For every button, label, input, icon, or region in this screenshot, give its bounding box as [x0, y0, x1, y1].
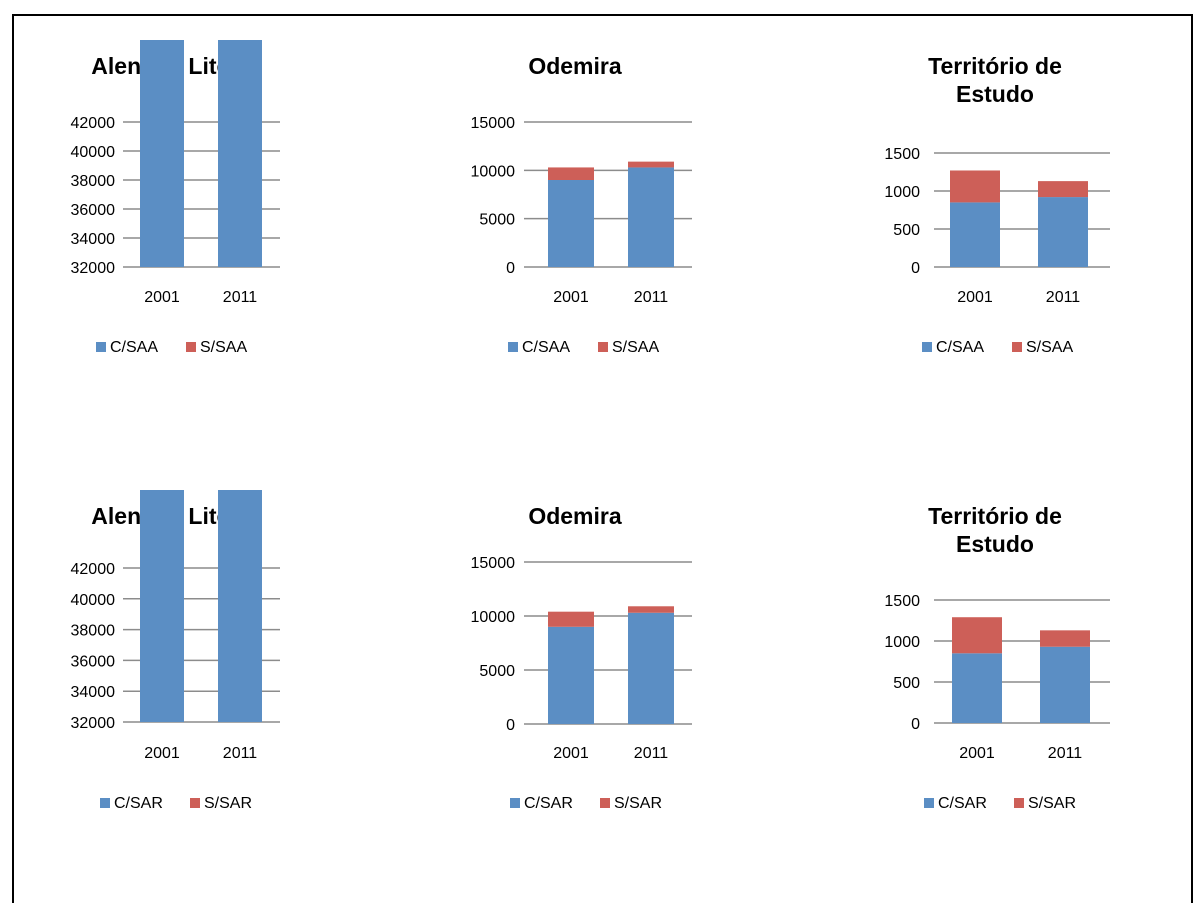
legend-label: C/SAA [522, 339, 570, 356]
stacked-bar-chart-1: Alentejo Litoral420004000038000360003400… [71, 40, 280, 356]
y-tick-label: 36000 [71, 653, 116, 670]
legend-label: C/SAR [114, 795, 163, 812]
y-tick-label: 38000 [71, 623, 116, 640]
x-tick-label: 2011 [1046, 289, 1081, 306]
x-tick-label: 2011 [223, 289, 258, 306]
y-tick-label: 34000 [71, 684, 116, 701]
legend-swatch [922, 342, 932, 352]
legend-label: S/SAA [612, 339, 659, 356]
y-tick-label: 10000 [471, 609, 516, 626]
bar-s-saa-2011 [628, 161, 674, 168]
legend-swatch [924, 798, 934, 808]
bar-c-saa-2011 [218, 40, 262, 267]
legend-label: S/SAA [1026, 339, 1073, 356]
legend-swatch [190, 798, 200, 808]
y-tick-label: 32000 [71, 715, 116, 732]
legend-swatch [510, 798, 520, 808]
legend-label: C/SAR [938, 795, 987, 812]
y-tick-label: 1000 [884, 184, 920, 201]
legend-label: C/SAR [524, 795, 573, 812]
bar-s-saa-2001 [548, 167, 594, 180]
y-tick-label: 5000 [479, 663, 515, 680]
y-tick-label: 0 [506, 260, 515, 277]
y-tick-label: 1500 [884, 146, 920, 163]
y-tick-label: 34000 [71, 231, 116, 248]
y-tick-label: 500 [893, 222, 920, 239]
figure-frame [12, 14, 1193, 903]
y-tick-label: 40000 [71, 144, 116, 161]
y-tick-label: 0 [506, 717, 515, 734]
x-tick-label: 2011 [1048, 745, 1083, 762]
y-tick-label: 42000 [71, 561, 116, 578]
chart-title: Território de Estudo [928, 503, 1062, 557]
bar-c-sar-2001 [952, 653, 1002, 723]
stacked-bar-chart-6: Território de Estudo 1500 1000 500 0 2001 2011 C… [884, 503, 1110, 812]
legend-label: C/SAA [936, 339, 984, 356]
x-tick-label: 2011 [223, 745, 258, 762]
bar-c-saa-2001 [548, 180, 594, 267]
legend-swatch [96, 342, 106, 352]
bar-s-saa-2011 [1038, 181, 1088, 198]
bar-c-sar-2011 [1040, 646, 1090, 723]
legend-swatch [186, 342, 196, 352]
legend-label: C/SAA [110, 339, 158, 356]
bar-c-sar-2011 [218, 490, 262, 722]
bar-c-sar-2011 [628, 612, 674, 724]
x-tick-label: 2001 [553, 745, 589, 762]
y-tick-label: 0 [911, 716, 920, 733]
y-tick-label: 10000 [471, 163, 516, 180]
legend-swatch [508, 342, 518, 352]
chart-title: Território de Estudo [928, 53, 1062, 107]
x-tick-label: 2001 [959, 745, 995, 762]
chart-title: Odemira [528, 53, 622, 79]
y-tick-label: 0 [911, 260, 920, 277]
y-tick-label: 36000 [71, 202, 116, 219]
x-tick-label: 2001 [957, 289, 993, 306]
legend-swatch [100, 798, 110, 808]
stacked-bar-chart-3: Território de Estudo 1500 1000 500 0 2001 2011 C… [884, 53, 1110, 356]
y-tick-label: 1000 [884, 634, 920, 651]
bar-c-sar-2001 [140, 490, 184, 722]
legend-label: S/SAR [204, 795, 252, 812]
y-tick-label: 42000 [71, 115, 116, 132]
legend-swatch [598, 342, 608, 352]
y-tick-label: 15000 [471, 115, 516, 132]
y-tick-label: 1500 [884, 593, 920, 610]
x-tick-label: 2001 [553, 289, 589, 306]
y-tick-label: 32000 [71, 260, 116, 277]
stacked-bar-chart-5: Odemira 15000 10000 5000 0 2001 2011 C/SAR S/SAR [471, 503, 692, 812]
bar-s-sar-2001 [952, 617, 1002, 654]
legend-swatch [1014, 798, 1024, 808]
bar-c-saa-2001 [950, 202, 1000, 267]
legend-label: S/SAR [614, 795, 662, 812]
x-tick-label: 2011 [634, 289, 669, 306]
legend-swatch [1012, 342, 1022, 352]
bar-c-saa-2011 [1038, 197, 1088, 267]
bar-c-sar-2001 [548, 626, 594, 724]
stacked-bar-chart-4: Alentejo Litoral420004000038000360003400… [71, 490, 280, 812]
legend-label: S/SAR [1028, 795, 1076, 812]
y-tick-label: 40000 [71, 592, 116, 609]
x-tick-label: 2001 [144, 289, 180, 306]
bar-s-sar-2011 [1040, 630, 1090, 647]
stacked-bar-chart-2: Odemira 15000 10000 5000 0 2001 2011 C/SAA S/SAA [471, 53, 692, 356]
x-tick-label: 2001 [144, 745, 180, 762]
bar-s-sar-2001 [548, 611, 594, 627]
legend-label: S/SAA [200, 339, 247, 356]
bar-c-saa-2001 [140, 40, 184, 267]
legend-swatch [600, 798, 610, 808]
bar-s-saa-2001 [950, 170, 1000, 203]
bar-s-sar-2011 [628, 606, 674, 613]
bar-c-saa-2011 [628, 167, 674, 267]
y-tick-label: 5000 [479, 212, 515, 229]
x-tick-label: 2011 [634, 745, 669, 762]
y-tick-label: 38000 [71, 173, 116, 190]
chart-title: Odemira [528, 503, 622, 529]
y-tick-label: 500 [893, 675, 920, 692]
y-tick-label: 15000 [471, 555, 516, 572]
